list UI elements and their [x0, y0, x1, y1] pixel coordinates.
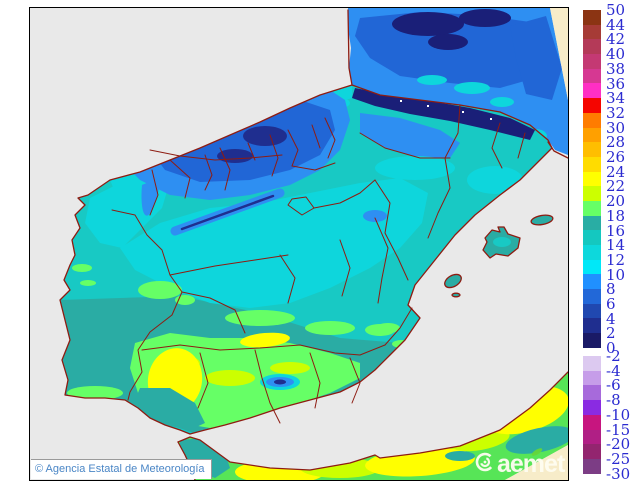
colorbar-band [583, 83, 601, 99]
colorbar-tick-label: 28 [606, 133, 626, 152]
colorbar-tick-label: 16 [606, 221, 626, 240]
colorbar-band [583, 458, 601, 474]
colorbar-tick-label: 12 [606, 250, 626, 269]
colorbar-band [583, 274, 601, 290]
colorbar-tick-label: -30 [606, 464, 630, 483]
aemet-logo-swirl-icon [475, 452, 495, 472]
colorbar-tick-label: 44 [606, 15, 626, 34]
colorbar-tick-label: 0 [606, 339, 616, 358]
aemet-watermark: aemet [475, 448, 567, 478]
colorbar-tick-label: 40 [606, 45, 626, 64]
colorbar-tick-label: 50 [606, 1, 626, 19]
colorbar-tick-label: 10 [606, 265, 626, 284]
iberia-region [60, 85, 552, 434]
colorbar-tick-label: -6 [606, 376, 621, 395]
colorbar-band [583, 171, 601, 187]
colorbar-tick-label: -2 [606, 347, 621, 366]
colorbar-band [583, 200, 601, 216]
colorbar-band [583, 230, 601, 245]
france-region [348, 8, 568, 155]
colorbar-tick-label: 18 [606, 206, 626, 225]
colorbar-tick-label: -15 [606, 420, 630, 439]
colorbar: 50 44 42 40 38 36 34 32 30 28 26 24 22 20 18 16 14 12 10 8 6… [583, 2, 630, 482]
attribution-text: © Agencia Estatal de Meteorología [35, 463, 205, 475]
colorbar-tick-label: 26 [606, 148, 626, 166]
colorbar-band [583, 142, 601, 157]
colorbar-tick-label: 20 [606, 192, 626, 211]
colorbar-band [583, 414, 601, 430]
colorbar-band [583, 39, 601, 55]
colorbar-band [583, 259, 601, 275]
colorbar-band [583, 333, 601, 348]
colorbar-tick-label: 32 [606, 103, 626, 122]
colorbar-band [583, 400, 601, 415]
map-canvas [29, 7, 569, 481]
colorbar-band [583, 186, 601, 201]
colorbar-band [583, 303, 601, 319]
colorbar-band [583, 289, 601, 304]
outside-domain-southeast [505, 445, 568, 480]
colorbar-tick-label: -8 [606, 391, 621, 410]
colorbar-tick-label: 36 [606, 74, 626, 93]
coastlines [59, 9, 568, 435]
colorbar-tick-label: 22 [606, 177, 626, 196]
colorbar-tick-label: 6 [606, 295, 616, 313]
colorbar-tick-label: -10 [606, 405, 630, 424]
colorbar-band [583, 98, 601, 113]
colorbar-band [583, 127, 601, 143]
province-borders [111, 104, 526, 424]
colorbar-band [583, 215, 601, 231]
colorbar-band [583, 245, 601, 260]
colorbar-section-above-zero: 50 44 42 40 38 36 34 32 30 28 26 24 22 20 18 16 14 12 10 8 6… [583, 2, 625, 356]
colorbar-tick-label: 42 [606, 30, 626, 49]
colorbar-tick-label: 2 [606, 324, 616, 343]
colorbar-band [583, 54, 601, 69]
colorbar-tick-label: 38 [606, 59, 626, 78]
colorbar-tick-label: 24 [606, 162, 626, 181]
aemet-logo-leaf-icon [531, 448, 543, 456]
colorbar-band [583, 112, 601, 128]
balearic-islands [444, 214, 554, 298]
aemet-watermark-text: aemet [497, 450, 566, 478]
colorbar-tick-label: 30 [606, 118, 626, 137]
colorbar-tick-label: -20 [606, 435, 630, 454]
attribution-box: © Agencia Estatal de Meteorología [31, 459, 212, 479]
colorbar-tick-label: 8 [606, 280, 616, 299]
outside-domain-northeast [550, 8, 568, 100]
colorbar-band [583, 318, 601, 334]
colorbar-band [583, 156, 601, 172]
colorbar-tick-label: 34 [606, 89, 626, 108]
colorbar-band [583, 24, 601, 40]
colorbar-tick-label: 4 [606, 309, 616, 328]
colorbar-band [583, 10, 601, 25]
colorbar-band [583, 429, 601, 445]
colorbar-section-below-zero: -2 -4 -6 -8 -10 -15 -20 -25 -30 [583, 348, 630, 482]
colorbar-band [583, 356, 601, 371]
colorbar-tick-label: -4 [606, 361, 621, 380]
colorbar-band [583, 370, 601, 386]
colorbar-band [583, 68, 601, 84]
iberia-temperature-map [30, 8, 568, 480]
colorbar-tick-label: -25 [606, 449, 630, 468]
colorbar-tick-label: 14 [606, 236, 626, 255]
colorbar-band [583, 385, 601, 401]
colorbar-band [583, 444, 601, 459]
